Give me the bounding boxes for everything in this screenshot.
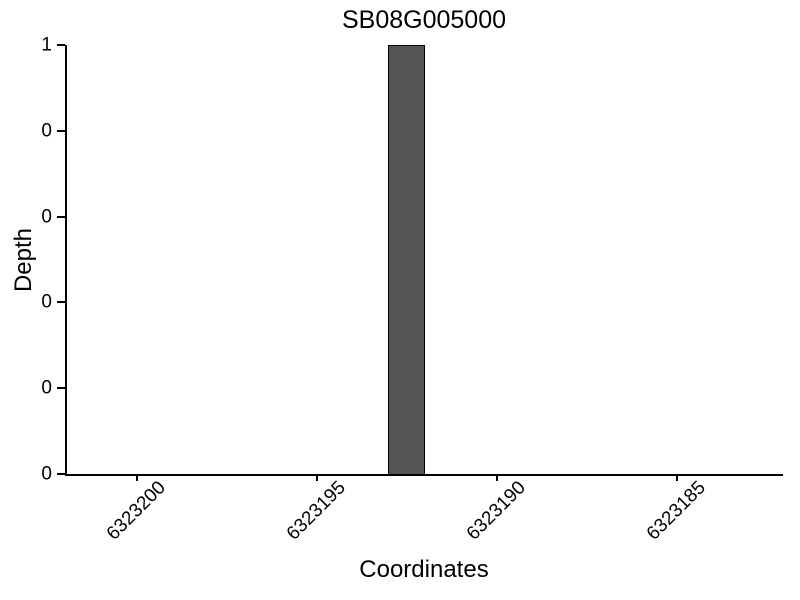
x-axis-tick-label: 6323195 <box>282 477 350 545</box>
y-axis-tick-label: 0 <box>41 120 52 142</box>
x-axis-tick-label: 6323190 <box>462 477 530 545</box>
y-axis-tick-label: 0 <box>41 206 52 228</box>
x-axis-tick-label: 6323200 <box>102 477 170 545</box>
y-axis-tick-label: 0 <box>41 377 52 399</box>
depth-bar <box>388 45 425 474</box>
x-axis-tick <box>316 474 318 481</box>
plot-area: 1 0 0 0 0 0 6323200 6323195 6323190 6323… <box>41 36 783 544</box>
x-axis-tick <box>136 474 138 481</box>
y-axis-tick-label: 0 <box>41 463 52 485</box>
y-axis-label: Depth <box>10 227 37 293</box>
x-axis-tick-label: 6323185 <box>642 477 710 545</box>
chart-title: SB08G005000 <box>341 6 507 34</box>
y-axis-tick <box>57 301 65 304</box>
y-axis-tick <box>57 215 65 218</box>
x-axis-tick <box>496 474 498 481</box>
y-axis-tick <box>57 44 65 46</box>
x-axis-tick <box>676 474 678 481</box>
y-axis-tick <box>57 473 65 475</box>
y-axis-tick-label: 0 <box>41 291 52 313</box>
x-axis-label: Coordinates <box>359 556 489 583</box>
y-axis-tick <box>57 129 65 132</box>
y-axis-tick-label: 1 <box>41 34 52 56</box>
y-axis-tick <box>57 387 65 390</box>
